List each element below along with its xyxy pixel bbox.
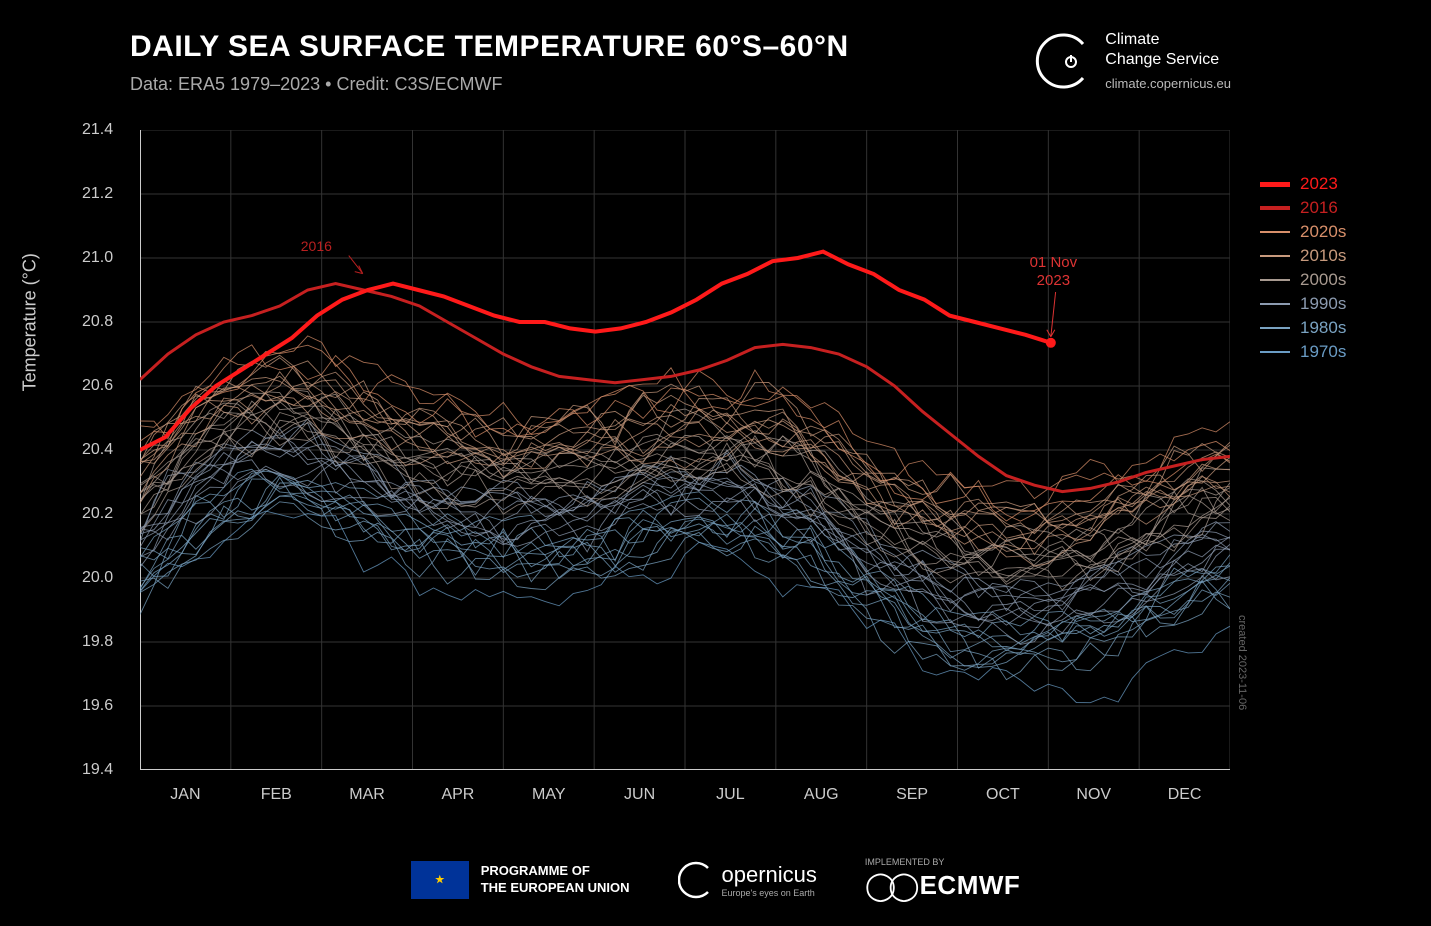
eu-flag-icon: ⋆	[411, 861, 469, 899]
x-tick: NOV	[1076, 786, 1111, 804]
y-tick: 19.4	[82, 761, 113, 779]
copernicus-c-icon	[678, 860, 712, 900]
legend-item: 2000s	[1260, 270, 1346, 290]
legend-item: 1970s	[1260, 342, 1346, 362]
legend-swatch	[1260, 255, 1290, 257]
x-tick: APR	[441, 786, 474, 804]
y-axis-label: Temperature (°C)	[20, 253, 41, 391]
annotation-2016: 2016	[301, 238, 332, 254]
x-tick: JUN	[624, 786, 655, 804]
y-tick: 20.6	[82, 377, 113, 395]
legend-label: 1990s	[1300, 294, 1346, 314]
legend-label: 2016	[1300, 198, 1338, 218]
y-tick: 19.8	[82, 633, 113, 651]
y-tick: 20.4	[82, 441, 113, 459]
chart-subtitle: Data: ERA5 1979–2023 • Credit: C3S/ECMWF	[130, 74, 849, 95]
chart-plot-area: Temperature (°C) 19.419.619.820.020.220.…	[140, 130, 1230, 770]
y-tick: 20.0	[82, 569, 113, 587]
chart-title: DAILY SEA SURFACE TEMPERATURE 60°S–60°N	[130, 30, 849, 64]
legend-swatch	[1260, 231, 1290, 233]
c3s-url: climate.copernicus.eu	[1105, 76, 1231, 91]
y-tick: 19.6	[82, 697, 113, 715]
c3s-arc-icon	[1033, 32, 1091, 90]
legend-swatch	[1260, 303, 1290, 305]
legend-item: 2016	[1260, 198, 1346, 218]
legend-item: 2010s	[1260, 246, 1346, 266]
x-tick: FEB	[261, 786, 292, 804]
eu-logo: ⋆ PROGRAMME OF THE EUROPEAN UNION	[411, 861, 630, 899]
chart-header: DAILY SEA SURFACE TEMPERATURE 60°S–60°N …	[130, 30, 849, 95]
y-tick: 21.0	[82, 249, 113, 267]
x-tick: JAN	[170, 786, 200, 804]
ecmwf-tag: IMPLEMENTED BY	[865, 857, 1020, 867]
x-tick: AUG	[804, 786, 839, 804]
copernicus-logo: opernicus Europe's eyes on Earth	[678, 860, 817, 900]
legend-item: 2023	[1260, 174, 1346, 194]
x-tick: MAR	[349, 786, 385, 804]
legend-label: 2023	[1300, 174, 1338, 194]
ecmwf-text: ECMWF	[920, 870, 1021, 901]
legend-item: 1980s	[1260, 318, 1346, 338]
x-tick: SEP	[896, 786, 928, 804]
x-tick: OCT	[986, 786, 1020, 804]
x-tick: JUL	[716, 786, 744, 804]
y-tick: 20.8	[82, 313, 113, 331]
legend-label: 2020s	[1300, 222, 1346, 242]
legend-item: 1990s	[1260, 294, 1346, 314]
legend-swatch	[1260, 206, 1290, 210]
ecmwf-logo: IMPLEMENTED BY ◯◯ ECMWF	[865, 857, 1020, 902]
ecmwf-rings-icon: ◯◯	[865, 869, 912, 902]
c3s-logo: Climate Change Service climate.copernicu…	[1033, 30, 1231, 91]
eu-text-1: PROGRAMME OF	[481, 863, 630, 879]
annotation-2023: 01 Nov 2023	[1030, 254, 1078, 290]
legend-item: 2020s	[1260, 222, 1346, 242]
created-stamp: created 2023-11-06	[1236, 615, 1248, 710]
x-tick: DEC	[1168, 786, 1202, 804]
eu-text-2: THE EUROPEAN UNION	[481, 880, 630, 896]
copernicus-tagline: Europe's eyes on Earth	[722, 888, 817, 898]
legend-swatch	[1260, 351, 1290, 353]
legend-label: 2000s	[1300, 270, 1346, 290]
legend-swatch	[1260, 279, 1290, 281]
footer-logos: ⋆ PROGRAMME OF THE EUROPEAN UNION operni…	[0, 857, 1431, 902]
legend-label: 1970s	[1300, 342, 1346, 362]
legend-label: 1980s	[1300, 318, 1346, 338]
copernicus-text: opernicus	[722, 862, 817, 888]
y-tick: 21.2	[82, 185, 113, 203]
c3s-text-1: Climate	[1105, 30, 1231, 50]
y-tick: 21.4	[82, 121, 113, 139]
legend-label: 2010s	[1300, 246, 1346, 266]
x-tick: MAY	[532, 786, 565, 804]
c3s-text-2: Change Service	[1105, 50, 1231, 70]
chart-legend: 2023 2016 2020s 2010s 2000s 1990s 1980s 1970s	[1260, 174, 1346, 362]
plot-svg	[140, 130, 1230, 770]
legend-swatch	[1260, 182, 1290, 187]
y-tick: 20.2	[82, 505, 113, 523]
legend-swatch	[1260, 327, 1290, 329]
